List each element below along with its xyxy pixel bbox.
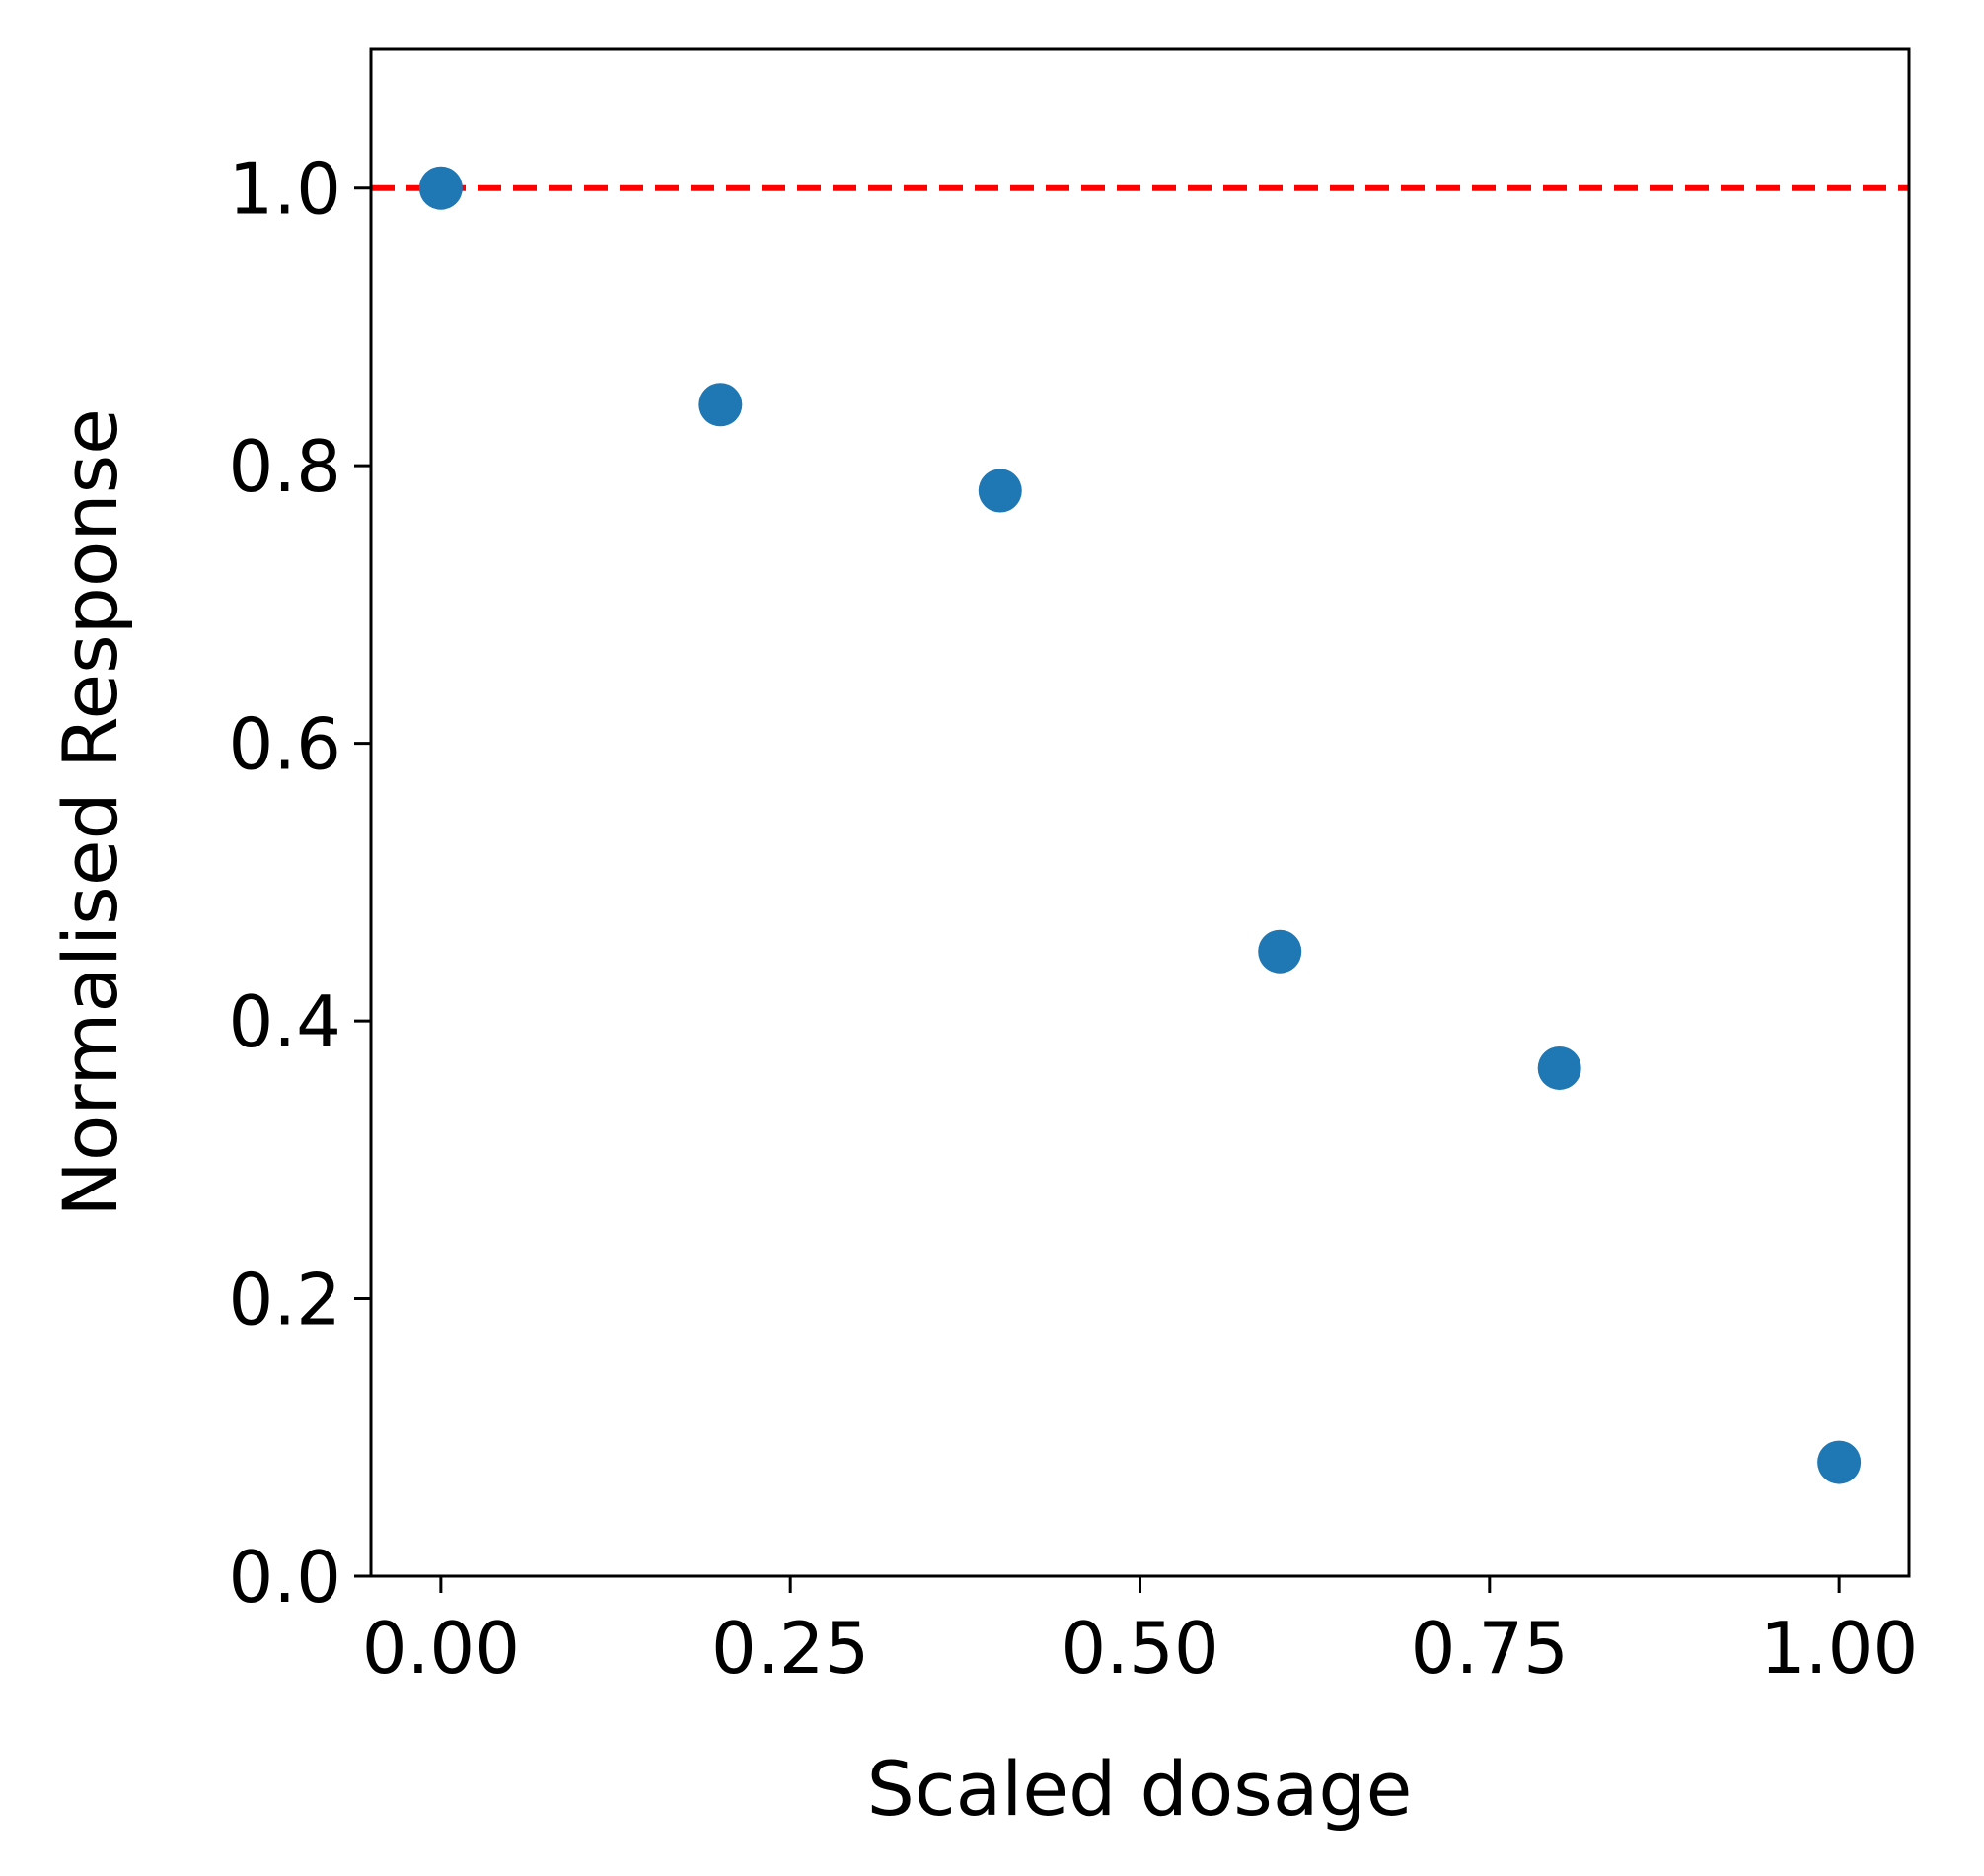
y-tick-label: 1.0 xyxy=(228,148,341,231)
y-tick-label: 0.4 xyxy=(228,980,341,1063)
data-point xyxy=(978,469,1022,513)
x-axis-ticks: 0.00 0.25 0.50 0.75 1.00 xyxy=(362,1576,1918,1690)
y-tick-label: 0.8 xyxy=(228,425,341,508)
x-tick-label: 0.00 xyxy=(362,1607,520,1690)
y-tick-label: 0.0 xyxy=(228,1536,341,1619)
x-tick-label: 0.50 xyxy=(1061,1607,1218,1690)
x-tick-label: 0.75 xyxy=(1411,1607,1569,1690)
y-axis-label: Normalised Response xyxy=(46,408,134,1217)
x-axis-label: Scaled dosage xyxy=(867,1745,1413,1833)
y-tick-label: 0.6 xyxy=(228,703,341,786)
x-tick-label: 1.00 xyxy=(1760,1607,1918,1690)
data-point xyxy=(698,383,743,427)
y-tick-label: 0.2 xyxy=(228,1259,341,1341)
y-axis-ticks: 0.0 0.2 0.4 0.6 0.8 1.0 xyxy=(228,148,371,1619)
x-tick-label: 0.25 xyxy=(711,1607,869,1690)
data-point xyxy=(1817,1440,1862,1484)
data-point xyxy=(418,166,463,210)
data-point-layer xyxy=(418,166,1862,1484)
data-point xyxy=(1258,929,1302,974)
data-point xyxy=(1537,1046,1581,1090)
